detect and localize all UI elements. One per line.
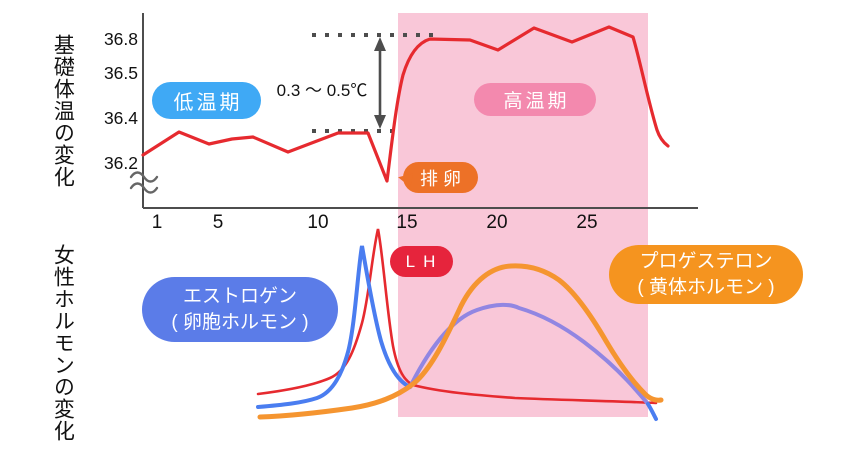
lh-legend-pill: L H [390, 246, 453, 277]
low-phase-pill: 低温期 [152, 82, 261, 119]
progesterone-label-line1: プロゲステロン [639, 250, 773, 272]
progesterone-curve [257, 263, 664, 420]
estrogen-curve-luteal [408, 302, 650, 406]
estrogen-curve [256, 245, 412, 409]
x-tick-1: 1 [151, 212, 163, 233]
estrogen-label-line1: エストロゲン [182, 285, 297, 307]
estrogen-curve-tail [646, 402, 658, 421]
temp-rise-annotation: 0.3 ～ 0.5℃ [276, 81, 368, 100]
temperature-curve [141, 25, 670, 183]
ovulation-label: 排 卵 [419, 168, 461, 189]
x-tick-10: 10 [307, 212, 329, 233]
x-tick-25: 25 [576, 212, 598, 233]
progesterone-label-line2: ( 黄体ホルモン ) [637, 276, 775, 298]
y-tick-36-8: 36.8 [103, 29, 138, 49]
y-tick-36-4: 36.4 [103, 108, 138, 128]
top-chart-title: 基礎体温の変化 [51, 34, 75, 188]
high-phase-label: 高温期 [503, 91, 570, 112]
axis-break-icon [129, 171, 159, 194]
lh-label: L H [405, 251, 438, 271]
progesterone-legend-pill: プロゲステロン ( 黄体ホルモン ) [609, 245, 803, 304]
bottom-chart-title: 女性ホルモンの変化 [51, 244, 75, 442]
y-tick-36-2: 36.2 [103, 153, 138, 173]
estrogen-legend-pill: エストロゲン ( 卵胞ホルモン ) [142, 277, 338, 342]
estrogen-label-line2: ( 卵胞ホルモン ) [171, 311, 309, 333]
high-phase-pill: 高温期 [474, 83, 596, 116]
low-phase-label: 低温期 [173, 92, 243, 114]
x-tick-5: 5 [212, 212, 224, 233]
x-tick-15: 15 [396, 212, 418, 233]
x-tick-20: 20 [486, 212, 508, 233]
temp-rise-arrow-icon [374, 37, 386, 129]
y-tick-36-5: 36.5 [103, 63, 138, 83]
ovulation-bubble: 排 卵 [389, 162, 478, 193]
